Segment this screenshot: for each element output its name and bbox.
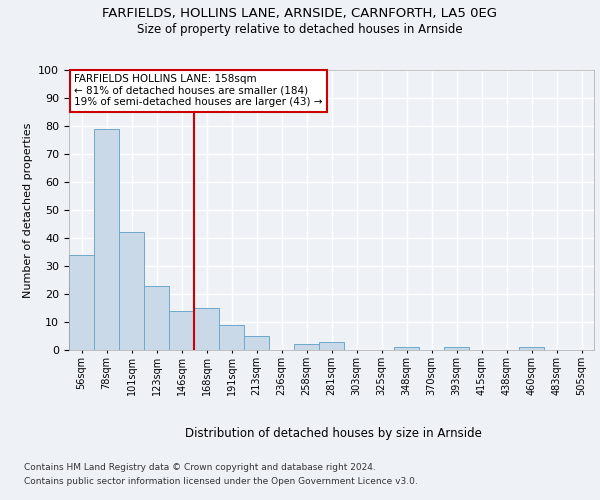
Y-axis label: Number of detached properties: Number of detached properties — [23, 122, 33, 298]
Bar — [444, 347, 469, 350]
Bar — [194, 308, 219, 350]
Bar — [119, 232, 144, 350]
Bar — [144, 286, 169, 350]
Bar — [294, 344, 319, 350]
Bar — [94, 129, 119, 350]
Bar — [69, 255, 94, 350]
Text: Contains HM Land Registry data © Crown copyright and database right 2024.: Contains HM Land Registry data © Crown c… — [24, 462, 376, 471]
Bar — [219, 325, 244, 350]
Bar — [244, 336, 269, 350]
Text: Contains public sector information licensed under the Open Government Licence v3: Contains public sector information licen… — [24, 478, 418, 486]
Text: FARFIELDS HOLLINS LANE: 158sqm
← 81% of detached houses are smaller (184)
19% of: FARFIELDS HOLLINS LANE: 158sqm ← 81% of … — [74, 74, 323, 108]
Text: Size of property relative to detached houses in Arnside: Size of property relative to detached ho… — [137, 22, 463, 36]
Bar — [394, 347, 419, 350]
Bar — [169, 311, 194, 350]
Bar — [319, 342, 344, 350]
Text: FARFIELDS, HOLLINS LANE, ARNSIDE, CARNFORTH, LA5 0EG: FARFIELDS, HOLLINS LANE, ARNSIDE, CARNFO… — [103, 8, 497, 20]
Text: Distribution of detached houses by size in Arnside: Distribution of detached houses by size … — [185, 428, 481, 440]
Bar — [519, 347, 544, 350]
